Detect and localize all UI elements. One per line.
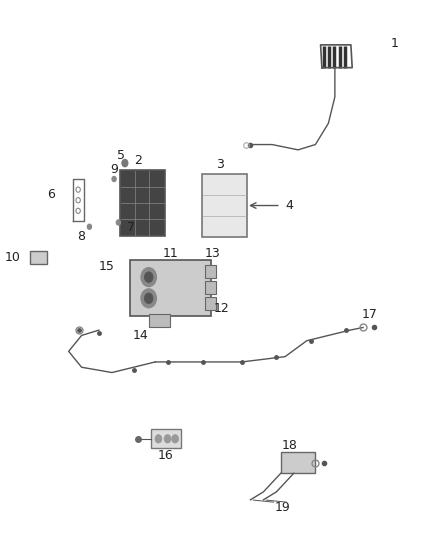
Text: 10: 10	[5, 251, 21, 264]
Text: 15: 15	[98, 260, 114, 273]
Bar	[151, 429, 181, 448]
Circle shape	[87, 224, 92, 229]
Circle shape	[141, 289, 156, 308]
Text: 18: 18	[282, 439, 297, 452]
Text: 14: 14	[132, 329, 148, 342]
Circle shape	[145, 293, 153, 304]
Circle shape	[155, 434, 162, 443]
Bar	[205, 297, 216, 310]
Text: 7: 7	[127, 221, 135, 235]
Circle shape	[112, 176, 116, 182]
Text: 11: 11	[162, 247, 178, 260]
Text: 19: 19	[275, 501, 291, 514]
Bar	[205, 265, 216, 278]
Bar	[281, 452, 315, 473]
Text: 4: 4	[285, 199, 293, 212]
Text: 5: 5	[117, 149, 124, 161]
Circle shape	[172, 434, 179, 443]
Text: 8: 8	[77, 230, 85, 243]
Text: 9: 9	[110, 163, 118, 176]
Bar	[30, 251, 47, 264]
Text: 1: 1	[391, 37, 399, 50]
FancyBboxPatch shape	[202, 174, 247, 237]
Text: 6: 6	[47, 189, 55, 201]
FancyBboxPatch shape	[120, 170, 165, 236]
Text: 12: 12	[214, 302, 230, 316]
Text: 2: 2	[134, 154, 142, 167]
Text: 3: 3	[216, 158, 224, 171]
Circle shape	[145, 272, 153, 282]
Text: 17: 17	[362, 308, 378, 321]
Circle shape	[116, 220, 120, 225]
Text: 16: 16	[158, 449, 174, 462]
FancyBboxPatch shape	[130, 260, 211, 316]
Text: 13: 13	[205, 247, 221, 260]
Bar	[149, 314, 170, 327]
Bar	[205, 281, 216, 294]
Circle shape	[122, 159, 128, 167]
Circle shape	[164, 434, 171, 443]
Circle shape	[141, 268, 156, 287]
